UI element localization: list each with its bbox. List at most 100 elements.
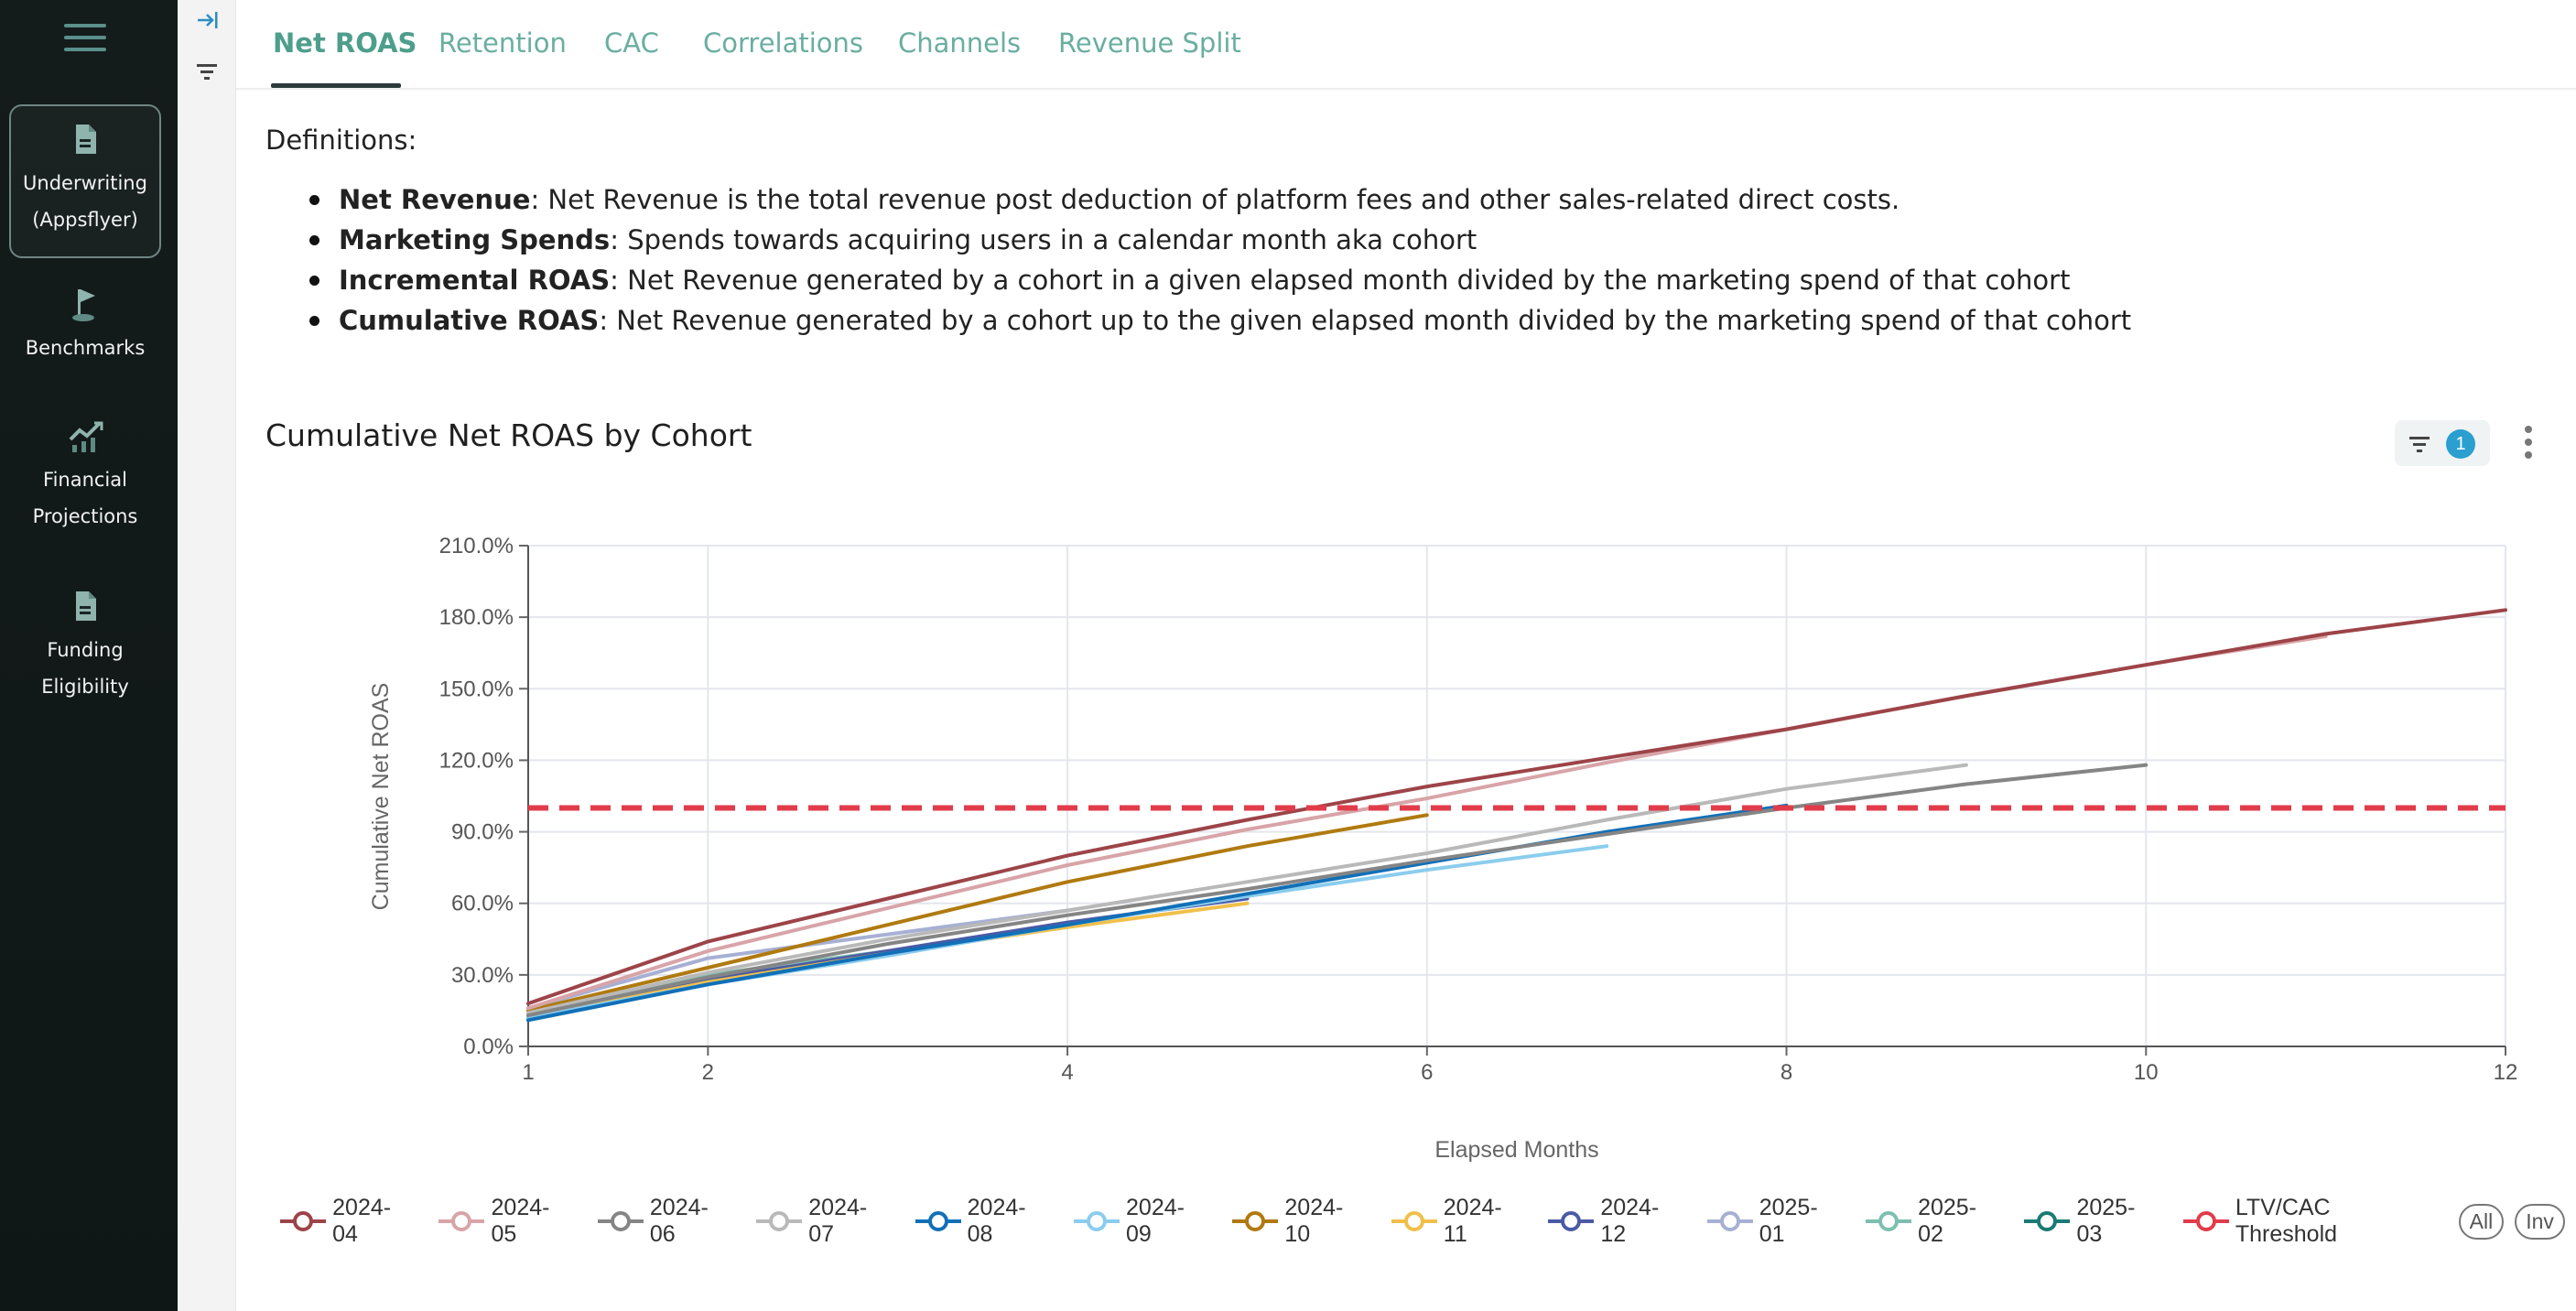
x-tick-label: 10	[2134, 1060, 2159, 1085]
document-icon	[76, 125, 96, 154]
legend-label: 2024-06	[649, 1195, 709, 1247]
definition-term: Net Revenue	[339, 184, 531, 215]
x-tick-label: 2	[702, 1060, 714, 1085]
legend-marker	[597, 1210, 644, 1232]
flag-icon	[72, 289, 95, 321]
nav-item-label: Underwriting	[23, 172, 147, 194]
legend-marker	[1391, 1210, 1437, 1232]
definition-item: Cumulative ROAS: Net Revenue generated b…	[309, 300, 2508, 341]
legend-label: 2025-01	[1759, 1195, 1818, 1247]
legend-item[interactable]: 2024-08	[915, 1195, 1050, 1248]
series-line-2024-07	[526, 763, 1968, 1015]
series-line-2024-12	[526, 896, 1250, 1020]
chart-title: Cumulative Net ROAS by Cohort	[265, 417, 752, 453]
definition-text: : Net Revenue is the total revenue post …	[530, 184, 1900, 215]
legend-item[interactable]: 2024-07	[756, 1195, 891, 1248]
trend-chart-icon	[69, 421, 103, 452]
definition-text: : Spends towards acquiring users in a ca…	[610, 224, 1477, 255]
series-line-2024-10	[526, 813, 1429, 1013]
nav-item-label: Benchmarks	[25, 337, 146, 359]
tab-retention[interactable]: Retention	[438, 27, 567, 59]
legend-marker	[2024, 1210, 2071, 1232]
x-axis-title: Elapsed Months	[1434, 1137, 1598, 1163]
definition-term: Cumulative ROAS	[339, 305, 600, 336]
legend-label: 2024-05	[491, 1195, 550, 1247]
x-tick-label: 4	[1061, 1060, 1073, 1085]
legend-item[interactable]: 2024-04	[280, 1195, 415, 1248]
definition-item: Incremental ROAS: Net Revenue generated …	[309, 260, 2508, 300]
y-axis-title: Cumulative Net ROAS	[368, 683, 394, 911]
tab-net-roas[interactable]: Net ROAS	[273, 27, 417, 59]
series-line-2024-08	[526, 803, 1789, 1023]
legend-label: 2025-03	[2076, 1195, 2136, 1247]
nav-item-financial-projections[interactable]: Financial Projections	[9, 416, 161, 535]
tab-bar: Net ROAS Retention CAC Correlations Chan…	[236, 0, 2576, 90]
definitions-section: Definitions: Net Revenue: Net Revenue is…	[265, 125, 2508, 341]
tab-correlations[interactable]: Correlations	[703, 27, 864, 59]
nav-item-label: (Appsflyer)	[32, 209, 138, 231]
tab-channels[interactable]: Channels	[898, 27, 1022, 59]
legend-item[interactable]: 2024-05	[438, 1195, 573, 1248]
legend-label: 2024-09	[1126, 1195, 1185, 1247]
expand-panel-icon[interactable]	[192, 5, 222, 35]
legend-label: 2024-11	[1443, 1195, 1502, 1247]
x-tick-label: 1	[522, 1060, 534, 1085]
legend-label: 2025-02	[1918, 1195, 1977, 1247]
legend-label: 2024-08	[967, 1195, 1026, 1247]
legend-marker	[2182, 1210, 2229, 1232]
tab-revenue-split[interactable]: Revenue Split	[1058, 27, 1241, 59]
tab-cac[interactable]: CAC	[604, 27, 659, 59]
filter-icon[interactable]	[192, 57, 222, 86]
nav-item-benchmarks[interactable]: Benchmarks	[9, 284, 161, 366]
y-tick-label: 90.0%	[451, 820, 514, 845]
nav-item-label: Eligibility	[41, 676, 129, 698]
legend-select-all-button[interactable]: All	[2458, 1203, 2505, 1240]
legend-item[interactable]: 2025-03	[2024, 1195, 2159, 1248]
legend-item[interactable]: LTV/CAC Threshold	[2182, 1195, 2435, 1248]
legend-item[interactable]: 2025-01	[1706, 1195, 1842, 1248]
y-tick-label: 180.0%	[439, 605, 514, 630]
definition-term: Marketing Spends	[339, 224, 611, 255]
nav-item-underwriting[interactable]: Underwriting (Appsflyer)	[9, 104, 161, 258]
definition-text: : Net Revenue generated by a cohort up t…	[599, 305, 2132, 336]
nav-item-label: Funding	[47, 639, 124, 661]
series-line-2025-01	[526, 908, 1070, 1011]
y-tick-label: 30.0%	[451, 963, 514, 988]
series-line-2024-04	[526, 608, 2507, 1006]
legend-item[interactable]: 2025-02	[1865, 1195, 2000, 1248]
definitions-heading: Definitions:	[265, 125, 417, 156]
legend-marker	[1706, 1210, 1753, 1232]
filter-icon	[2409, 437, 2430, 452]
secondary-sidebar	[178, 0, 236, 1311]
active-tab-indicator	[271, 83, 401, 88]
legend-marker	[1865, 1210, 1911, 1232]
legend-label: 2024-12	[1600, 1195, 1660, 1247]
legend-marker	[1232, 1210, 1279, 1232]
series-line-2025-03	[526, 980, 710, 1020]
legend-invert-button[interactable]: Inv	[2515, 1203, 2565, 1240]
legend-label: LTV/CAC Threshold	[2235, 1195, 2338, 1247]
y-tick-label: 150.0%	[439, 677, 514, 701]
series-line-2024-11	[526, 901, 1250, 1020]
series-line-2024-06	[526, 763, 2148, 1018]
more-options-icon[interactable]	[2519, 423, 2538, 463]
legend-item[interactable]: 2024-11	[1391, 1195, 1525, 1248]
legend-marker	[1073, 1210, 1120, 1232]
legend-marker	[915, 1210, 961, 1232]
legend-item[interactable]: 2024-09	[1073, 1195, 1208, 1248]
nav-item-label: Financial	[43, 469, 127, 491]
legend-item[interactable]: 2024-10	[1232, 1195, 1367, 1248]
y-tick-label: 60.0%	[451, 892, 514, 916]
chart-filter-button[interactable]: 1	[2395, 420, 2490, 466]
main-nav: Underwriting (Appsflyer) Benchmarks Fina…	[0, 0, 178, 1311]
legend-item[interactable]: 2024-06	[597, 1195, 732, 1248]
y-tick-label: 0.0%	[463, 1035, 514, 1059]
definition-item: Marketing Spends: Spends towards acquiri…	[309, 220, 2508, 260]
legend-item[interactable]: 2024-12	[1548, 1195, 1683, 1248]
legend-marker	[756, 1210, 803, 1232]
series-line-2025-02	[526, 948, 890, 1018]
x-tick-label: 12	[2494, 1060, 2518, 1085]
nav-item-funding-eligibility[interactable]: Funding Eligibility	[9, 586, 161, 705]
filter-count-badge: 1	[2446, 429, 2475, 459]
menu-icon[interactable]	[64, 24, 106, 53]
